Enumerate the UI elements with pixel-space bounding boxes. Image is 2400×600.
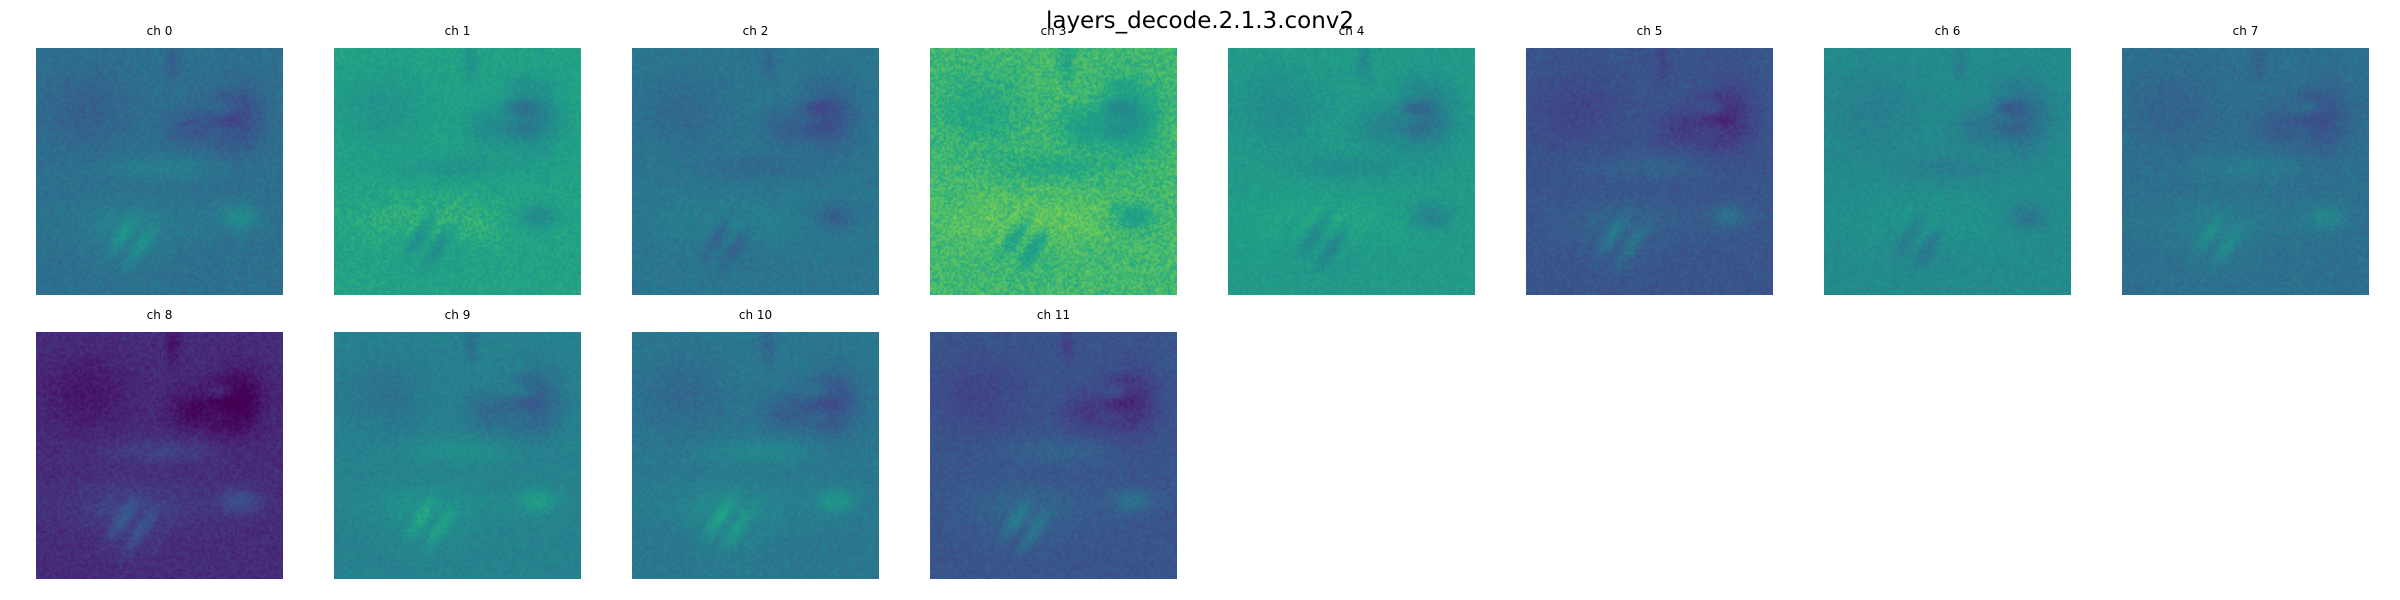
channel-title: ch 7 — [2232, 24, 2259, 38]
channel-heatmap — [334, 332, 581, 579]
channel-panel: ch 5 — [1526, 24, 1773, 295]
channel-panel: ch 10 — [632, 308, 879, 579]
channel-panel: ch 4 — [1228, 24, 1475, 295]
channel-title: ch 5 — [1636, 24, 1663, 38]
channel-title: ch 11 — [1036, 308, 1071, 322]
channel-heatmap — [632, 332, 879, 579]
channel-heatmap — [1824, 48, 2071, 295]
channel-title: ch 1 — [444, 24, 471, 38]
channel-panel: ch 2 — [632, 24, 879, 295]
channel-title: ch 4 — [1338, 24, 1365, 38]
channel-heatmap — [1526, 48, 1773, 295]
figure-title: layers_decode.2.1.3.conv2 — [1045, 8, 1355, 34]
channel-title: ch 6 — [1934, 24, 1961, 38]
channel-title: ch 9 — [444, 308, 471, 322]
channel-heatmap — [930, 48, 1177, 295]
channel-panel: ch 0 — [36, 24, 283, 295]
channel-panel: ch 11 — [930, 308, 1177, 579]
channel-heatmap — [36, 332, 283, 579]
channel-heatmap — [632, 48, 879, 295]
channel-heatmap — [2122, 48, 2369, 295]
channel-panel: ch 1 — [334, 24, 581, 295]
channel-title: ch 8 — [146, 308, 173, 322]
channel-panel: ch 3 — [930, 24, 1177, 295]
channel-heatmap — [1228, 48, 1475, 295]
channel-title: ch 0 — [146, 24, 173, 38]
channel-panel: ch 8 — [36, 308, 283, 579]
channel-heatmap — [930, 332, 1177, 579]
channel-panel: ch 9 — [334, 308, 581, 579]
channel-title: ch 10 — [738, 308, 773, 322]
channel-heatmap — [334, 48, 581, 295]
channel-title: ch 3 — [1040, 24, 1067, 38]
channel-panel: ch 6 — [1824, 24, 2071, 295]
channel-heatmap — [36, 48, 283, 295]
channel-panel: ch 7 — [2122, 24, 2369, 295]
channel-title: ch 2 — [742, 24, 769, 38]
